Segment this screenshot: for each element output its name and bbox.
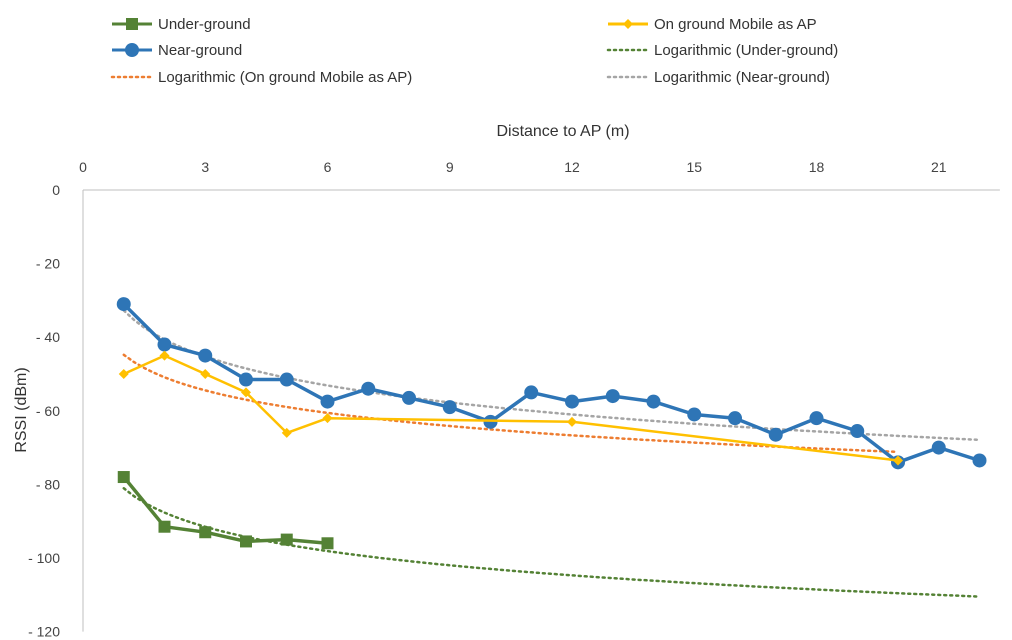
data-point-near-ground [565,394,579,409]
data-point-near-ground [157,337,172,352]
legend-item-logarithmic-under-ground: Logarithmic (Under-ground) [606,42,838,59]
legend-label: Near-ground [158,42,242,59]
x-tick-label: 9 [446,159,454,175]
data-point-near-ground [402,390,416,405]
data-point-near-ground [809,411,824,426]
y-axis-title: RSSI (dBm) [13,367,30,452]
data-point-near-ground [646,394,661,409]
y-axis-ticks: 0 - 20 - 40 - 60 - 80 - 100 - 120 [28,182,60,640]
legend-item-logarithmic-near-ground: Logarithmic (Near-ground) [606,69,830,86]
data-series [116,297,987,550]
data-point-on-ground-mobile-as-ap [281,427,292,438]
data-point-on-ground-mobile-as-ap [322,413,333,424]
data-point-near-ground [850,424,865,439]
y-tick-label: - 60 [36,403,60,419]
x-tick-label: 18 [809,159,825,175]
data-point-near-ground [442,400,457,415]
x-tick-label: 12 [564,159,580,175]
series-on-ground-mobile-as-ap [118,350,903,466]
series-line-near-ground [122,302,981,465]
data-point-near-ground [524,385,539,400]
x-tick-label: 6 [324,159,332,175]
legend-item-on-ground-mobile-as-ap: On ground Mobile as AP [608,16,817,33]
legend-item-near-ground: Near-ground [112,42,242,59]
y-tick-label: - 80 [36,476,60,492]
series-line-under-ground [122,475,328,546]
data-point-on-ground-mobile-as-ap [200,369,211,379]
series-near-ground [116,297,987,470]
y-tick-label: - 100 [28,550,60,566]
data-point-under-ground [199,526,212,539]
data-point-near-ground [605,389,620,404]
data-point-near-ground [198,348,213,363]
data-point-on-ground-mobile-as-ap [241,387,251,398]
legend-label: Logarithmic (Under-ground) [654,42,838,59]
y-tick-label: 0 [52,182,60,198]
x-tick-label: 15 [686,159,702,175]
trendline-logarithmic-under-ground [122,487,981,598]
data-point-on-ground-mobile-as-ap [159,350,170,361]
legend: Under-ground On ground Mobile as AP Near-g… [110,16,838,86]
x-axis-ticks: 0 3 6 9 12 15 18 21 [79,159,947,175]
data-point-on-ground-mobile-as-ap [118,369,129,379]
data-point-near-ground [728,411,742,426]
data-point-near-ground [687,407,702,422]
legend-item-under-ground: Under-ground [112,16,251,33]
legend-marker [125,43,139,57]
data-point-near-ground [361,381,376,396]
series-line-on-ground-mobile-as-ap [123,354,899,462]
data-point-near-ground [320,394,335,409]
series-under-ground [117,471,334,550]
data-point-on-ground-mobile-as-ap [893,455,903,466]
data-point-on-ground-mobile-as-ap [567,416,577,427]
legend-label: On ground Mobile as AP [654,16,817,33]
trendline-logarithmic-near-ground [122,309,981,442]
trendlines [122,309,981,598]
y-tick-label: - 20 [36,256,60,272]
data-point-near-ground [239,372,253,387]
data-point-under-ground [240,535,252,548]
axes [82,189,1000,632]
x-tick-label: 21 [931,159,947,175]
data-point-near-ground [768,427,783,442]
x-tick-label: 3 [201,159,209,175]
data-point-under-ground [321,537,334,550]
legend-item-logarithmic-on-ground-mobile-as-ap: Logarithmic (On ground Mobile as AP) [110,69,412,86]
legend-label: Logarithmic (On ground Mobile as AP) [158,69,412,86]
x-axis-title: Distance to AP (m) [496,123,629,140]
x-tick-label: 0 [79,159,87,175]
y-tick-label: - 40 [36,329,60,345]
data-point-near-ground [279,372,294,387]
data-point-near-ground [931,440,946,455]
data-point-under-ground [280,533,293,546]
legend-label: Logarithmic (Near-ground) [654,69,830,86]
legend-marker [623,19,633,29]
legend-marker [126,18,138,30]
data-point-near-ground [116,297,131,312]
legend-label: Under-ground [158,16,251,33]
data-point-under-ground [158,520,171,533]
data-point-near-ground [972,453,987,468]
data-point-under-ground [117,471,130,484]
y-tick-label: - 120 [28,624,60,640]
